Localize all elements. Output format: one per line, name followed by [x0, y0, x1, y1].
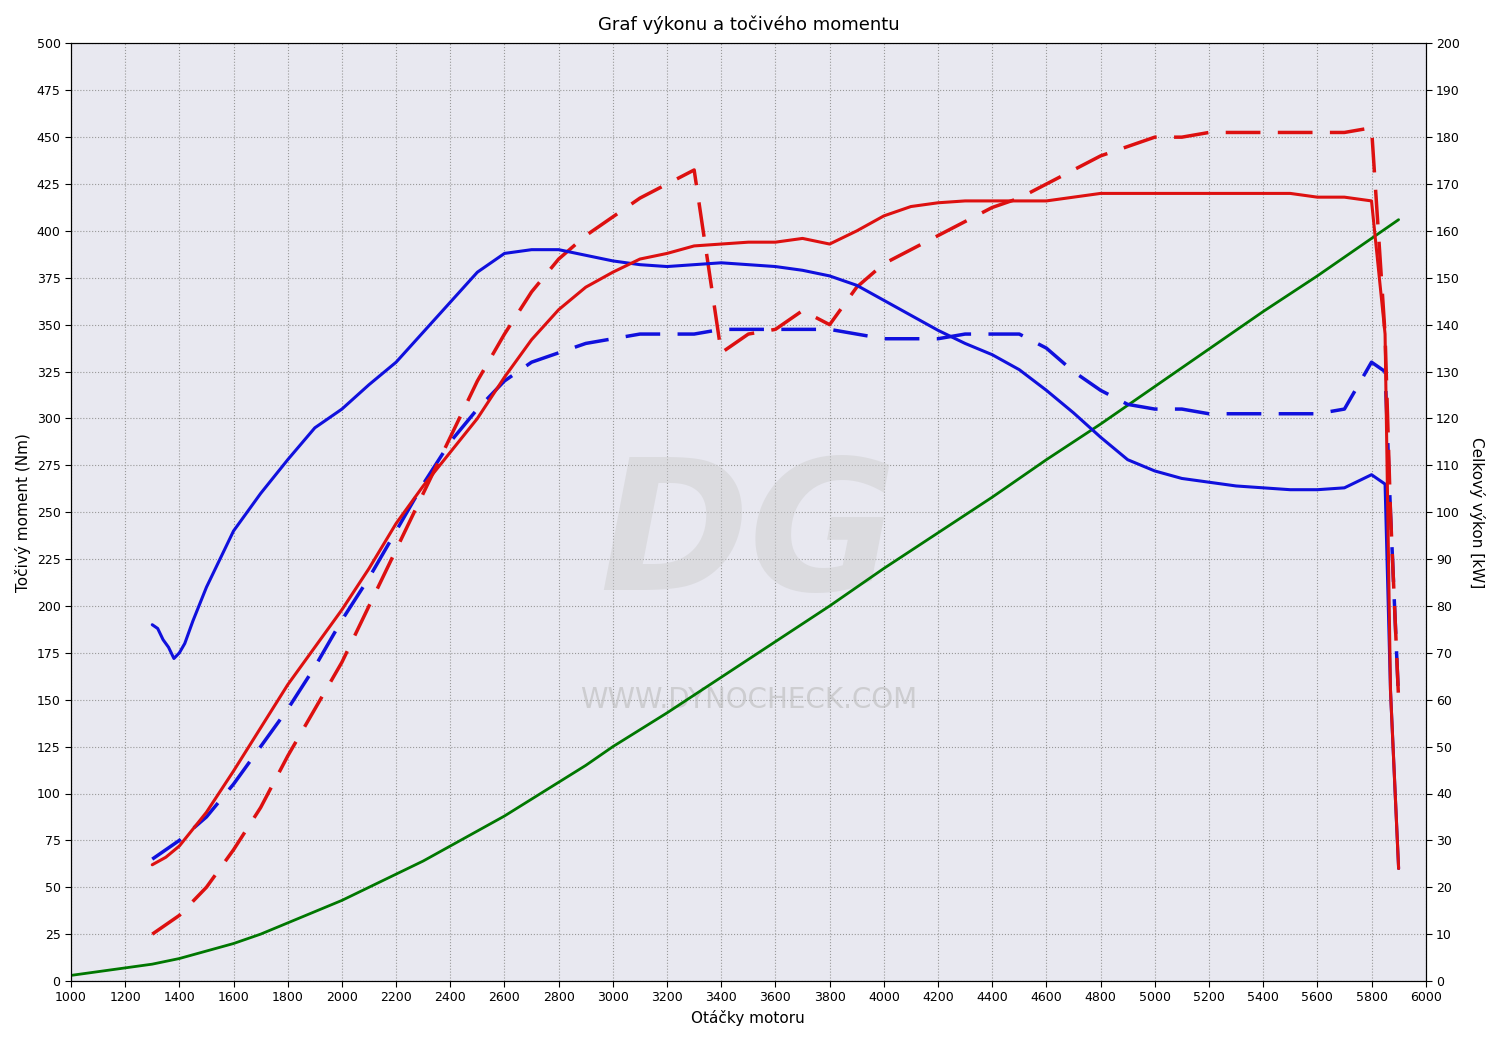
Y-axis label: Točivý moment (Nm): Točivý moment (Nm)	[15, 433, 32, 591]
Text: WWW.DYNOCHECK.COM: WWW.DYNOCHECK.COM	[580, 686, 916, 714]
Title: Graf výkonu a točivého momentu: Graf výkonu a točivého momentu	[597, 15, 898, 33]
Y-axis label: Celkový výkon [kW]: Celkový výkon [kW]	[1468, 436, 1485, 588]
Text: DG: DG	[600, 453, 897, 629]
X-axis label: Otáčky motoru: Otáčky motoru	[692, 1010, 806, 1026]
